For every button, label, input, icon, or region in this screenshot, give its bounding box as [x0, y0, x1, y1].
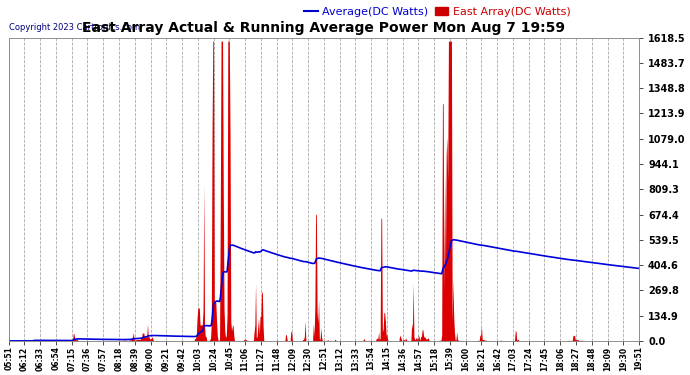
- Legend: Average(DC Watts), East Array(DC Watts): Average(DC Watts), East Array(DC Watts): [300, 2, 575, 21]
- Text: Copyright 2023 Cartronics.com: Copyright 2023 Cartronics.com: [9, 22, 141, 32]
- Title: East Array Actual & Running Average Power Mon Aug 7 19:59: East Array Actual & Running Average Powe…: [82, 21, 565, 35]
